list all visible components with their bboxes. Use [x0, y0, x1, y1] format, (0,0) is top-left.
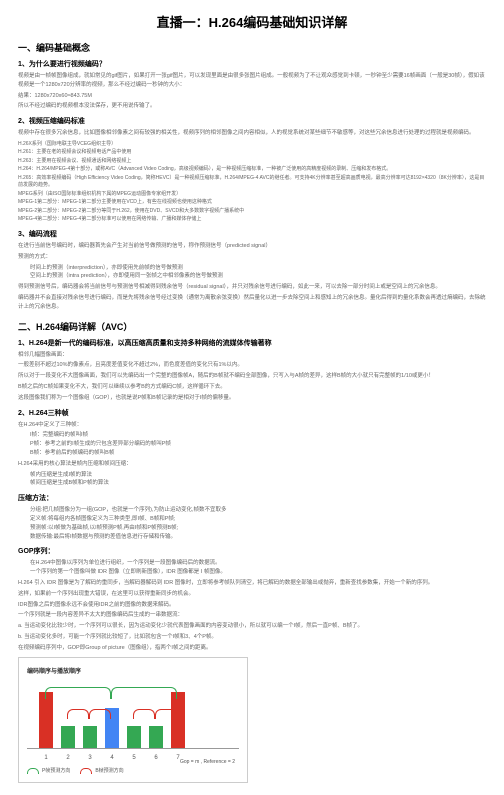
s2p3b: I帧：完整编码的帧叫I帧	[30, 431, 486, 440]
std-h263: H.263：主要用在视频会议、视频通话和网络视频上	[18, 158, 486, 166]
p3b: 预测的方式：	[18, 253, 486, 262]
prediction-arrow	[133, 709, 155, 719]
standards-list: H.26X系列（国际电联主导VCEG组织主导） H.261：主要在老的视频会议和…	[18, 141, 486, 224]
s2p1: 1、H.264是新一代的编码标准，以高压缩高质量和支持多种网络的流媒体传输著称	[18, 338, 486, 348]
p3e: 得到预测信号后，编码器会将当前信号与预测信号相减得到残余信号（residual …	[18, 283, 486, 292]
s2p5b: 定义帧:将每组内各帧图像定义为三种类型,即I帧、B帧和P帧;	[30, 515, 486, 524]
std-mpeg4: MPEG-4第二部分：MPEG-4第二部分标准可以使用在网络传输、广播和媒体存储…	[18, 216, 486, 224]
s2q6: GOP序列：	[18, 546, 486, 556]
s2p4b: 帧内压缩是生成I帧的算法	[30, 471, 486, 480]
q1: 1、为什么要进行视频编码？	[18, 59, 486, 69]
s2p3a: 在H.264中定义了三种帧：	[18, 421, 486, 430]
p1b: 结果：1280x720x60≈843.75M	[18, 92, 486, 101]
bar-label: 3	[83, 755, 97, 761]
p3f: 编码器并不会直接对残余信号进行编码，而是先将残余信号经过变换（通常为离散余弦变换…	[18, 294, 486, 312]
std-h264: H.264：H.264/MPEG-4第十部分，或称AVC（Advanced Vi…	[18, 166, 486, 174]
s2p4c: 帧间压缩是生成B帧和P帧的算法	[30, 479, 486, 488]
s2p2e: 这段图像我们称为一个图像组（GOP），也就是说P帧和B帧记录的是相对于I帧的偏移…	[18, 394, 486, 403]
std-mpeg: MPEG系列（由ISO国际标准组织机构下属的MPEG运动图像专家组开发）	[18, 191, 486, 199]
bar-label: 7	[171, 755, 185, 761]
s2p6f: 一个序列就是一段内容差异不太大的图像编码后生成的一串数据流：	[18, 611, 486, 620]
p1a: 视频是由一帧帧图像组成，就如常见的gif图片，如果打开一张gif图片，可以发现里…	[18, 72, 486, 90]
s2p3d: B帧：参考前后的帧编码的帧叫B帧	[30, 449, 486, 458]
s2q3: 2、H.264三种帧	[18, 408, 486, 418]
section1-heading: 一、编码基础概念	[18, 41, 486, 54]
std-h265: H.265：高效率视频编码（High Efficiency Video Codi…	[18, 175, 486, 190]
std-h26x: H.26X系列（国际电联主导VCEG组织主导）	[18, 141, 486, 149]
prediction-arrow	[67, 709, 89, 719]
s2p6d: 这样，如果前一个序列出现重大错误，在这里可以获得重新同步的机会。	[18, 590, 486, 599]
bar	[83, 726, 97, 748]
bar-label: 5	[127, 755, 141, 761]
bar	[61, 726, 75, 748]
q2: 2、视频压缩编码标准	[18, 116, 486, 126]
s2p2a: 相邻几幅图像画面：	[18, 351, 486, 360]
s2p5c: 预测帧:以I帧做为基础帧,以I帧预测P帧,再由I帧和P帧预测B帧;	[30, 524, 486, 533]
section2-heading: 二、H.264编码详解（AVC）	[18, 320, 486, 333]
prediction-arrow	[155, 709, 177, 719]
bar	[149, 726, 163, 748]
std-h261: H.261：主要在老的视频会议和视频电话产品中使用	[18, 149, 486, 157]
s2p6c: H.264 引入 IDR 图像是为了解码的重同步，当解码器解码到 IDR 图像时…	[18, 579, 486, 588]
std-mpeg2: MPEG-2第二部分：MPEG-2第二部分等同于H.262，使用在DVD、SVC…	[18, 208, 486, 216]
bar-label: 4	[105, 755, 119, 761]
baseline	[27, 748, 239, 749]
p2a: 视频中存在很多冗余信息，比如图像相邻像素之间有较强的相关性，视频序列的相邻图像之…	[18, 129, 486, 138]
s2p2b: 一般差别不超过10%的像素点，且亮度差值变化不超过2%，而色度差值的变化只有1%…	[18, 361, 486, 370]
s2p6e: IDR图像之后的图像永远不会使用IDR之前的图像的数据来解码。	[18, 601, 486, 610]
s2p6g: a. 当运动变化比较少时，一个序列可以很长，因为运动变化少就代表图像画面的内容变…	[18, 622, 486, 631]
s2p6a: 在H.264中图像以序列为单位进行组织，一个序列是一段图像编码后的数据流。	[30, 559, 486, 568]
prediction-arrow	[111, 687, 177, 699]
chart-area: 1 2 3 4 5 6 7	[27, 679, 239, 769]
s2q5: 压缩方法：	[18, 493, 486, 503]
prediction-arrow	[89, 709, 111, 719]
bar-label: 1	[39, 755, 53, 761]
s2p4a: H.264采用的核心算法是帧内压缩和帧间压缩：	[18, 460, 486, 469]
bar-label: 2	[61, 755, 75, 761]
s2p2c: 所以对于一段变化不大图像画面，我们可以先编码出一个完整的图像帧A，随后的B帧就不…	[18, 372, 486, 381]
bar	[171, 692, 185, 748]
p3c: 时间上的预测（interprediction），亦即使用先前帧的信号做预测	[30, 264, 486, 273]
page-title: 直播一：H.264编码基础知识详解	[18, 12, 486, 31]
bar	[39, 692, 53, 748]
bar	[127, 726, 141, 748]
gop-chart: 编码顺序与播放顺序 1234567 Gop = m , Reference = …	[18, 657, 248, 783]
bar-label: 6	[149, 755, 163, 761]
s2p6h: b. 当运动变化多时，可能一个序列就比较短了，比如就包含一个I帧和3、4个P帧。	[18, 633, 486, 642]
p3a: 在进行当前信号编码时，编码器首先会产生对当前信号做预测的信号，称作预测信号（pr…	[18, 242, 486, 251]
s2p2d: B帧之后的C帧如果变化不大，我们可以继续以参考B的方式编码C帧，这样循环下去。	[18, 383, 486, 392]
p3d: 空间上的预测（intra prediction），亦即使用同一张帧之中相邻像素的…	[30, 272, 486, 281]
s2p5a: 分组:把几帧图像分为一组(GOP，也就是一个序列),为防止运动变化,帧数不宜取多	[30, 506, 486, 515]
chart-title: 编码顺序与播放顺序	[27, 666, 239, 675]
p1c: 所以不经过编码的视频根本没法保存，更不用说传输了。	[18, 102, 486, 111]
s2p3c: P帧：参考之前的I帧生成的只包含差异部分编码的帧叫P帧	[30, 440, 486, 449]
s2p5d: 数据传输:最后将I帧数据与预测的差值信息进行存储和传输。	[30, 533, 486, 542]
std-mpeg1: MPEG-1第二部分：MPEG-1第二部分主要使用在VCD上，有些在线视频也使用…	[18, 199, 486, 207]
prediction-arrow	[45, 687, 111, 699]
q3: 3、编码流程	[18, 229, 486, 239]
s2p6b: 一个序列的第一个图像叫做 IDR 图像（立即刷新图像），IDR 图像都是 I 帧…	[30, 568, 486, 577]
s2p7a: 在视频编码序列中，GOP即Group of picture（图像组），指两个I帧…	[18, 644, 486, 653]
